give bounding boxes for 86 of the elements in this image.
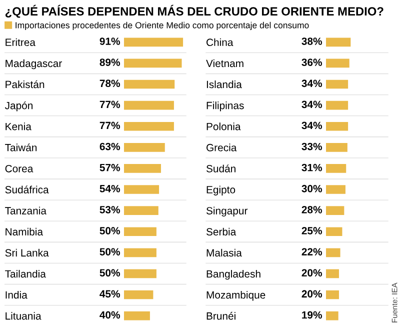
y-tick-label: Vietnam (206, 59, 244, 68)
data-label: 78% (100, 80, 120, 88)
y-tick-label: Filipinas (206, 102, 244, 112)
y-tick-label: Madagascar (6, 59, 62, 70)
data-label: 36% (302, 58, 322, 66)
data-label: 63% (100, 142, 120, 150)
y-tick-label: Tanzania (5, 206, 46, 214)
y-tick-label: Brunéi (206, 312, 236, 320)
y-tick-label: China (206, 38, 234, 46)
y-tick-label: Egipto (206, 186, 236, 196)
y-tick-label: India (6, 290, 28, 299)
y-tick-label: Taiwán (5, 144, 37, 152)
bar (124, 185, 160, 194)
data-label: 20% (302, 290, 322, 298)
y-tick-label: Namibia (6, 228, 44, 236)
data-label: 38% (302, 38, 322, 45)
bar (326, 100, 348, 110)
bar (326, 248, 340, 258)
legend-label: Importaciones procedentes de Oriente Medio como porcentaje del consumo (16, 22, 309, 30)
y-tick-label: Sudán (206, 164, 236, 172)
y-tick-label: Japón (4, 101, 33, 112)
bar (124, 122, 174, 131)
chart-title: ¿QUÉ PAÍSES DEPENDEN MÁS DEL CRUDO DE ORIENTE MEDIO? (5, 4, 384, 18)
data-label: 20% (302, 269, 322, 277)
bar (124, 248, 156, 258)
bar (326, 206, 344, 215)
bar (326, 227, 342, 236)
bar (124, 269, 156, 278)
bar (326, 122, 348, 131)
y-tick-label: Pakistán (6, 80, 44, 88)
data-label: 30% (302, 184, 322, 192)
data-label: 34% (302, 122, 322, 130)
y-tick-label: Lituania (6, 312, 42, 320)
y-tick-label: Sudáfrica (5, 186, 49, 194)
bar (124, 290, 154, 300)
data-label: 77% (100, 100, 120, 108)
bar (124, 80, 175, 89)
data-label: 50% (100, 269, 120, 277)
y-tick-label: Tailandia (5, 270, 46, 278)
y-tick-label: Sri Lanka (5, 248, 49, 257)
data-label: 19% (302, 311, 322, 319)
y-tick-label: Singapur (206, 206, 248, 216)
y-tick-label: Islandia (206, 80, 242, 88)
y-tick-label: Eritrea (6, 38, 36, 46)
bar (124, 227, 156, 236)
bar (124, 58, 182, 68)
data-label: 91% (100, 38, 120, 45)
data-label: 31% (302, 164, 322, 172)
y-tick-label: Corea (5, 164, 34, 172)
y-tick-label: Bangladesh (206, 270, 260, 280)
data-label: 50% (100, 227, 120, 234)
data-label: 53% (100, 206, 120, 214)
bar (124, 206, 158, 215)
y-tick-label: Mozambique (206, 290, 266, 301)
bar (124, 311, 150, 320)
bar (124, 100, 174, 110)
data-label: 34% (302, 80, 322, 88)
bar (326, 38, 351, 47)
bar (124, 38, 184, 47)
data-label: 25% (302, 227, 322, 234)
bar (124, 142, 165, 152)
bar (326, 80, 348, 89)
data-label: 89% (100, 58, 120, 66)
y-tick-label: Kenia (6, 122, 32, 130)
data-label: 54% (100, 184, 120, 192)
bar (326, 142, 348, 152)
bar (326, 164, 346, 173)
y-tick-label: Polonia (206, 122, 241, 130)
data-label: 28% (302, 206, 322, 214)
data-label: 22% (302, 248, 322, 256)
bar (124, 164, 161, 173)
y-tick-label: Malasia (206, 248, 242, 257)
bar (326, 185, 346, 194)
data-label: 40% (100, 311, 120, 319)
bar (326, 311, 338, 320)
data-label: 45% (100, 290, 120, 298)
data-label: 57% (100, 164, 120, 172)
data-label: 50% (100, 248, 120, 256)
bar (326, 290, 339, 300)
y-tick-label: Grecia (206, 144, 237, 152)
data-label: 34% (302, 100, 322, 108)
data-label: 33% (302, 142, 322, 150)
bar (326, 58, 350, 68)
bar (326, 269, 339, 278)
data-label: 77% (100, 122, 120, 130)
y-tick-label: Serbia (206, 228, 236, 236)
